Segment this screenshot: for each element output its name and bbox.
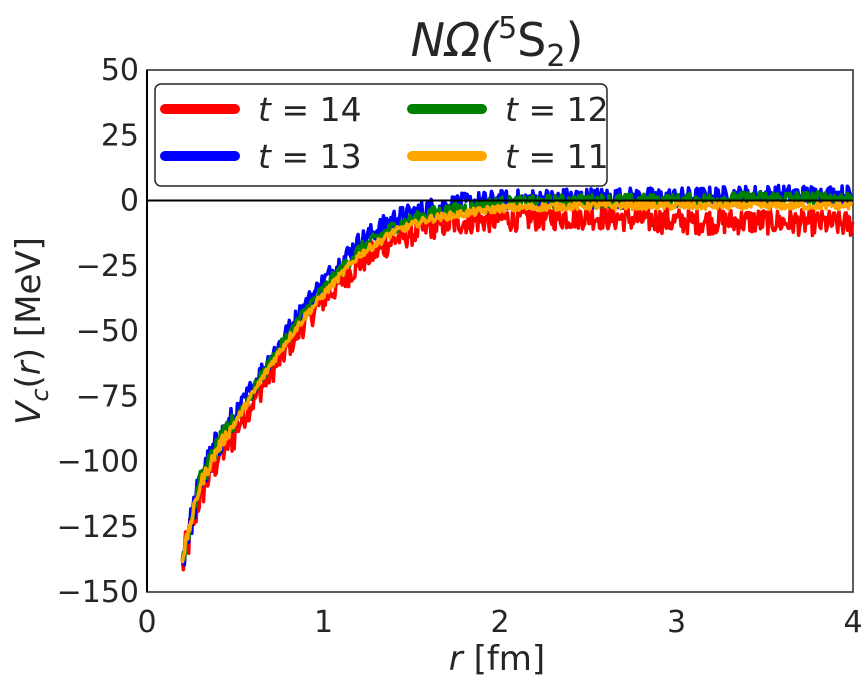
y-tick-label: −25 xyxy=(76,249,139,284)
legend-label-t12: t = 12 xyxy=(505,90,609,129)
x-ticks: 0 1 2 3 4 xyxy=(137,605,862,640)
y-tick-label: −100 xyxy=(57,445,139,480)
legend-box xyxy=(154,83,608,187)
series-line-t14 xyxy=(180,202,855,572)
y-tick-label: −125 xyxy=(57,510,139,545)
series-line-t11 xyxy=(180,200,854,564)
legend-label-t14: t = 14 xyxy=(258,90,362,129)
y-tick-label: 0 xyxy=(120,184,139,219)
y-tick-label: −50 xyxy=(76,314,139,349)
y-tick-label: 25 xyxy=(101,118,139,153)
y-tick-label: −75 xyxy=(76,379,139,414)
x-tick-label: 1 xyxy=(314,605,333,640)
legend-label-t11: t = 11 xyxy=(505,137,609,176)
x-tick-label: 4 xyxy=(843,605,862,640)
y-tick-label: −150 xyxy=(57,575,139,610)
legend-label-t13: t = 13 xyxy=(258,137,362,176)
legend: t = 14 t = 13 t = 12 t = 11 xyxy=(154,83,609,187)
y-tick-label: 50 xyxy=(101,53,139,88)
y-axis-label: Vc(r) [MeV] xyxy=(9,237,54,425)
x-tick-label: 3 xyxy=(667,605,686,640)
y-ticks: 50 25 0 −25 −50 −75 −100 −125 −150 xyxy=(57,53,139,610)
x-axis-label: r [fm] xyxy=(449,639,545,679)
series-layer xyxy=(180,183,855,572)
chart-title: NΩ(5S2) xyxy=(411,11,584,74)
x-tick-label: 2 xyxy=(490,605,509,640)
x-tick-label: 0 xyxy=(137,605,156,640)
